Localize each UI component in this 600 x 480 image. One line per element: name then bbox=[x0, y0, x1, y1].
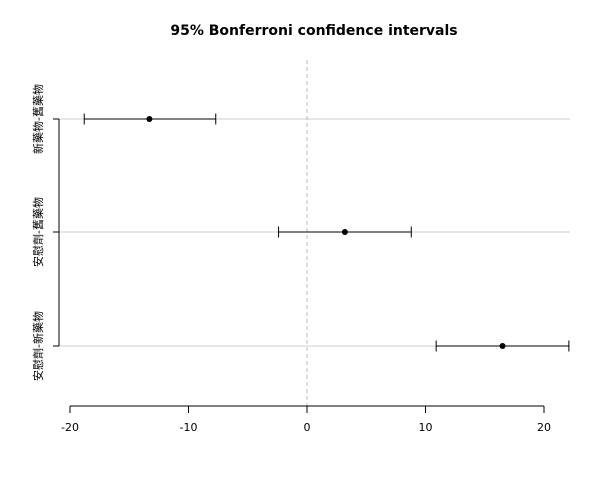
x-tick-label: -20 bbox=[61, 421, 79, 434]
interval-layer bbox=[83, 113, 570, 352]
category-label: 安慰劑-新藥物 bbox=[31, 311, 45, 381]
x-tick-label: 0 bbox=[304, 421, 311, 434]
chart-title: 95% Bonferroni confidence intervals bbox=[170, 23, 457, 39]
estimate-point bbox=[341, 229, 348, 235]
category-label: 新藥物-舊藥物 bbox=[31, 84, 45, 154]
x-tick-label: 20 bbox=[537, 421, 551, 434]
estimate-point bbox=[146, 116, 153, 122]
estimate-point bbox=[499, 343, 506, 349]
x-tick-label: -10 bbox=[180, 421, 198, 434]
category-label: 安慰劑-舊藥物 bbox=[31, 197, 45, 267]
x-tick-label: 10 bbox=[419, 421, 433, 434]
